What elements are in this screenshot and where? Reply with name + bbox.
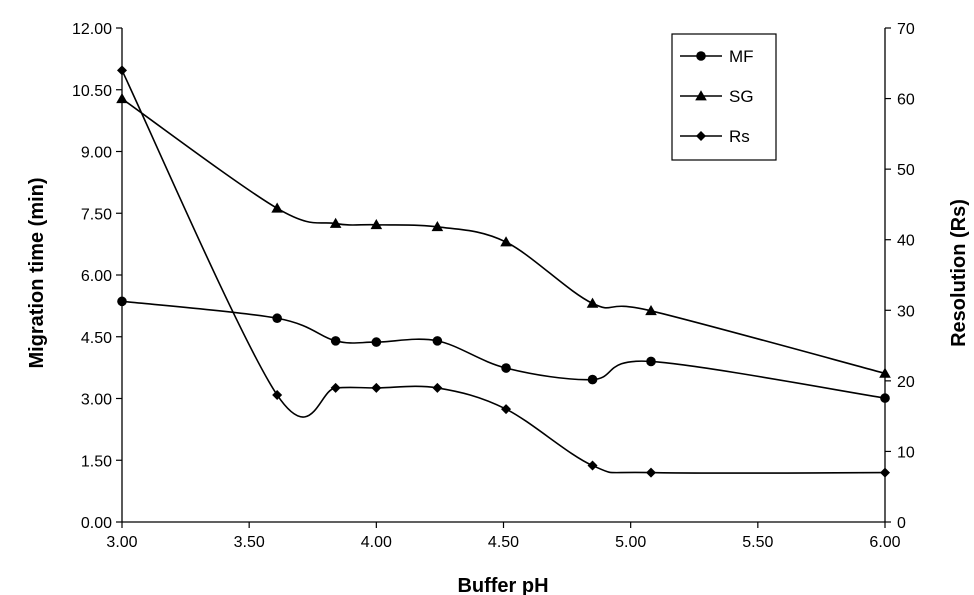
data-point-mf xyxy=(272,313,282,324)
legend-marker-rs xyxy=(696,131,706,141)
data-point-mf xyxy=(501,363,511,373)
data-point-rs xyxy=(501,404,512,415)
legend-label-mf: MF xyxy=(729,47,754,66)
data-point-rs xyxy=(272,389,283,400)
data-point-sg xyxy=(586,297,599,308)
x-tick-label: 5.50 xyxy=(742,534,773,551)
data-point-rs xyxy=(371,382,382,393)
x-axis-title: Buffer pH xyxy=(457,575,548,595)
data-point-sg xyxy=(116,93,128,104)
y2-tick-label: 60 xyxy=(897,92,915,109)
y2-tick-label: 40 xyxy=(897,233,915,250)
legend-label-rs: Rs xyxy=(729,127,750,146)
y-tick-label: 6.00 xyxy=(81,268,112,285)
y2-tick-label: 30 xyxy=(897,303,915,320)
data-point-sg xyxy=(271,202,283,213)
data-point-mf xyxy=(432,336,443,346)
y-tick-label: 0.00 xyxy=(81,515,112,532)
legend-marker-sg xyxy=(695,90,707,101)
y2-tick-label: 0 xyxy=(897,515,906,532)
data-point-rs xyxy=(880,467,890,478)
y-tick-label: 10.50 xyxy=(72,83,112,100)
data-point-rs xyxy=(646,467,657,478)
data-point-rs xyxy=(117,65,127,76)
data-point-rs xyxy=(587,460,598,471)
y-tick-label: 1.50 xyxy=(81,453,112,470)
data-point-sg xyxy=(645,305,657,316)
data-point-rs xyxy=(432,382,443,393)
series-markers xyxy=(116,65,891,478)
y-tick-label: 4.50 xyxy=(81,330,112,347)
data-point-mf xyxy=(646,356,656,367)
y-axis-title: Migration time (min) xyxy=(26,177,48,368)
axes: 0.00 1.50 3.00 4.50 6.00 7.50 9.00 10.50 12.00 0 1… xyxy=(72,21,915,551)
y-tick-label: 7.50 xyxy=(81,206,112,223)
data-point-mf xyxy=(587,374,598,385)
x-tick-label: 3.00 xyxy=(106,534,137,551)
legend-box xyxy=(671,33,777,161)
x-tick-label: 3.50 xyxy=(234,534,265,551)
y2-tick-label: 20 xyxy=(897,374,915,391)
x-tick-label: 4.50 xyxy=(488,534,519,551)
y2-axis-title: Resolution (Rs) xyxy=(948,199,970,347)
y2-tick-label: 10 xyxy=(897,444,915,461)
data-point-sg xyxy=(879,367,891,378)
legend: MF SG Rs xyxy=(671,33,777,161)
data-point-mf xyxy=(371,337,382,347)
data-point-sg xyxy=(500,236,512,247)
data-point-sg xyxy=(431,221,444,232)
x-tick-label: 4.00 xyxy=(361,534,392,551)
data-point-mf xyxy=(880,393,890,403)
y-tick-label: 12.00 xyxy=(72,21,112,38)
data-point-mf xyxy=(117,296,127,307)
data-point-mf xyxy=(330,336,341,346)
data-point-sg xyxy=(329,217,342,228)
legend-marker-mf xyxy=(696,51,706,61)
y2-tick-label: 50 xyxy=(897,162,915,179)
x-tick-label: 5.00 xyxy=(615,534,646,551)
y2-tick-label: 70 xyxy=(897,21,915,38)
data-point-rs xyxy=(330,382,341,393)
y-tick-label: 9.00 xyxy=(81,145,112,162)
x-tick-label: 6.00 xyxy=(869,534,900,551)
data-point-sg xyxy=(370,218,383,230)
legend-label-sg: SG xyxy=(729,87,754,106)
series-line-mf xyxy=(121,300,886,399)
y-tick-label: 3.00 xyxy=(81,392,112,409)
